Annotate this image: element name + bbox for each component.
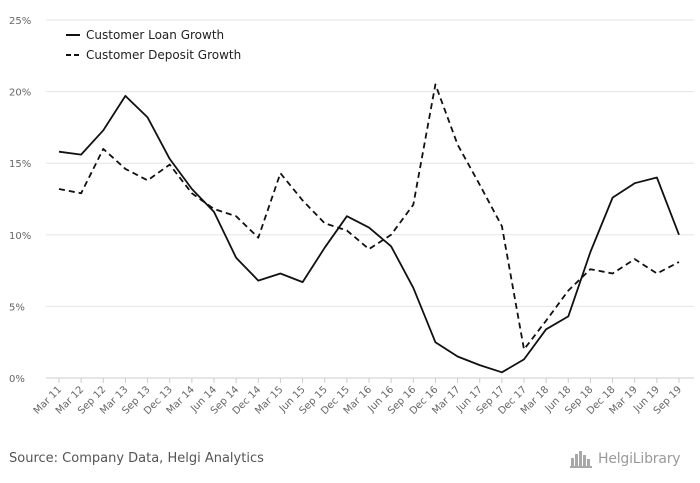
y-tick-label: 25% — [9, 16, 31, 27]
source-note: Source: Company Data, Helgi Analytics — [9, 451, 264, 466]
city-skyline-icon — [570, 451, 592, 468]
series-lines — [58, 83, 680, 374]
y-tick-label: 0% — [9, 374, 25, 385]
grid-lines — [46, 19, 694, 379]
y-tick-label: 20% — [9, 88, 31, 99]
legend-label-deposit: Customer Deposit Growth — [86, 48, 241, 62]
legend-label-loan: Customer Loan Growth — [86, 28, 224, 42]
y-axis: 0% 5% 10% 15% 20% 25% — [9, 16, 31, 385]
y-tick-label: 5% — [9, 302, 25, 313]
legend: Customer Loan Growth Customer Deposit Gr… — [66, 28, 241, 62]
y-tick-label: 10% — [9, 231, 31, 242]
y-tick-label: 15% — [9, 159, 31, 170]
series-line-deposit-growth — [58, 83, 680, 351]
brand-logo: HelgiLibrary — [570, 448, 694, 470]
series-line-loan-growth — [58, 95, 680, 374]
brand-name: HelgiLibrary — [598, 451, 681, 467]
